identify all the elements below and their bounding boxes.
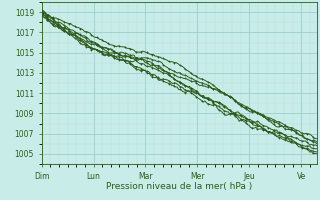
X-axis label: Pression niveau de la mer( hPa ): Pression niveau de la mer( hPa ) [106, 182, 252, 191]
